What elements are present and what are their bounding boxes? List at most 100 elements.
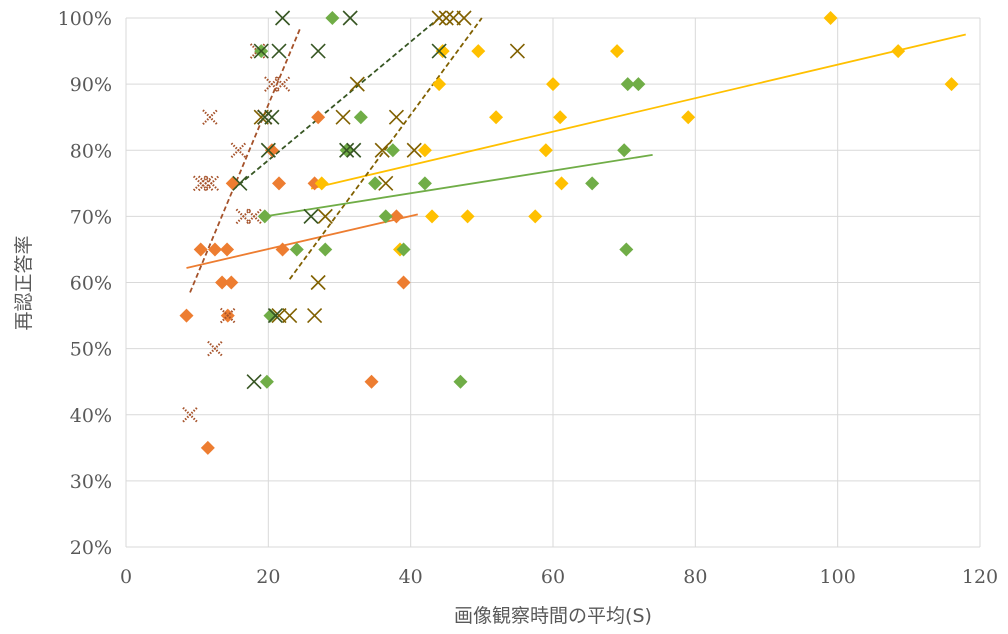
- data-point: [585, 176, 600, 191]
- data-point: [617, 143, 632, 158]
- data-points: [179, 10, 959, 455]
- data-point: [232, 175, 248, 191]
- grid-lines: [125, 17, 981, 548]
- data-point: [197, 175, 214, 192]
- y-tick-label: 40%: [70, 405, 112, 427]
- data-point: [267, 307, 284, 324]
- data-point: [200, 440, 215, 455]
- data-point: [364, 374, 379, 389]
- data-point: [432, 77, 447, 92]
- data-point: [215, 275, 230, 290]
- data-point: [257, 209, 272, 224]
- data-point: [192, 175, 209, 192]
- data-point: [335, 109, 351, 125]
- data-point: [207, 242, 222, 257]
- data-point: [509, 43, 525, 59]
- data-point: [823, 11, 838, 25]
- data-point: [246, 208, 262, 225]
- data-point: [264, 109, 280, 125]
- x-tick-label: 120: [962, 566, 998, 588]
- data-point: [368, 176, 383, 191]
- data-point: [339, 142, 355, 158]
- data-point: [417, 176, 432, 191]
- data-point: [453, 374, 468, 389]
- x-tick-label: 0: [120, 566, 132, 588]
- y-tick-label: 90%: [70, 74, 112, 96]
- data-point: [317, 208, 333, 224]
- data-point: [260, 142, 276, 158]
- data-point: [220, 242, 235, 257]
- data-point: [310, 274, 326, 291]
- data-point: [219, 307, 236, 324]
- data-point: [553, 110, 568, 125]
- x-axis-title: 画像観察時間の平均(S): [454, 605, 652, 627]
- data-point: [253, 43, 269, 59]
- data-point: [314, 176, 329, 191]
- y-axis-title: 再認正答率: [13, 235, 35, 330]
- trendline-0: [186, 213, 418, 269]
- data-point: [307, 307, 323, 324]
- data-point: [289, 242, 304, 257]
- data-point: [445, 10, 461, 26]
- data-point: [554, 176, 569, 191]
- data-point: [207, 340, 223, 357]
- data-point: [431, 43, 447, 59]
- data-point: [378, 209, 393, 224]
- data-point: [374, 142, 390, 158]
- x-tick-label: 40: [399, 566, 423, 588]
- data-point: [311, 110, 326, 125]
- y-axis-ticks: 20% 30% 40% 50% 60% 70% 80% 90% 100%: [58, 8, 112, 559]
- x-tick-label: 20: [256, 566, 280, 588]
- data-point: [307, 176, 322, 191]
- data-point: [378, 175, 394, 191]
- data-point: [528, 209, 543, 224]
- data-point: [435, 44, 450, 59]
- data-point: [193, 242, 208, 257]
- y-tick-label: 20%: [70, 537, 112, 559]
- data-point: [263, 308, 278, 323]
- data-point: [230, 142, 247, 159]
- y-tick-label: 70%: [70, 206, 112, 228]
- trendline-5: [232, 17, 440, 191]
- data-point: [182, 406, 198, 423]
- data-point: [275, 242, 290, 257]
- data-point: [235, 208, 252, 225]
- data-point: [310, 43, 326, 59]
- data-point: [275, 10, 291, 26]
- data-point: [389, 209, 404, 224]
- data-point: [353, 110, 368, 125]
- data-point: [179, 308, 194, 323]
- data-point: [325, 11, 340, 25]
- x-tick-label: 60: [541, 566, 565, 588]
- data-point: [619, 242, 634, 257]
- data-point: [342, 10, 358, 26]
- data-point: [385, 143, 400, 158]
- data-point: [546, 77, 560, 92]
- data-point: [349, 76, 365, 92]
- data-point: [944, 77, 959, 92]
- data-point: [282, 307, 298, 324]
- data-point: [271, 43, 287, 59]
- data-point: [681, 110, 696, 125]
- data-point: [259, 374, 274, 389]
- data-point: [396, 275, 411, 290]
- y-tick-label: 100%: [58, 8, 112, 30]
- data-point: [203, 175, 220, 192]
- y-tick-label: 60%: [70, 273, 112, 295]
- data-point: [224, 275, 239, 290]
- data-point: [891, 44, 906, 59]
- y-tick-label: 30%: [70, 471, 112, 493]
- data-point: [538, 143, 553, 158]
- data-point: [346, 142, 362, 158]
- data-point: [246, 374, 262, 390]
- trendline-3: [288, 17, 483, 280]
- x-tick-label: 80: [683, 566, 707, 588]
- trendlines: [186, 17, 966, 293]
- data-point: [456, 10, 472, 26]
- data-point: [202, 109, 218, 125]
- y-tick-label: 50%: [70, 339, 112, 361]
- data-point: [631, 77, 646, 92]
- data-point: [257, 109, 273, 125]
- data-point: [438, 10, 454, 26]
